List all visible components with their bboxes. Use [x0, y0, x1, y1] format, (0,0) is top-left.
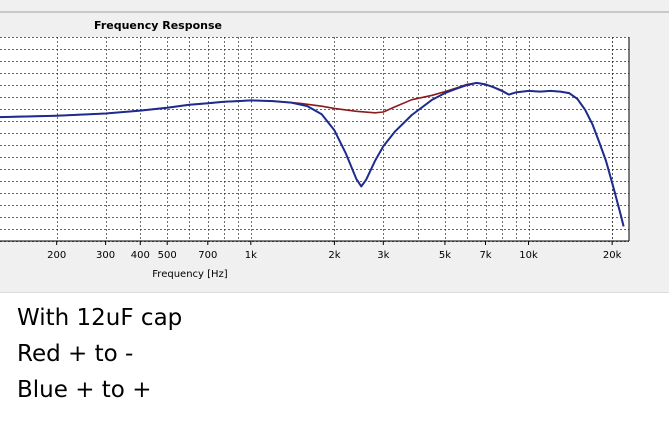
x-axis-label: Frequency [Hz] [152, 269, 228, 280]
x-tick-label: 200 [47, 250, 66, 261]
plot-area [0, 37, 629, 241]
x-tick-label: 2k [328, 250, 340, 261]
caption-line-2: Red + to - [17, 341, 134, 367]
graph-window: Frequency Response 200 300 400 500 700 1k 2k 3k… [0, 0, 669, 293]
caption-line-1: With 12uF cap [17, 305, 183, 331]
x-tick-label: 1k [245, 250, 257, 261]
x-tick-label: 5k [439, 250, 451, 261]
series-lines [0, 81, 625, 227]
x-tick-label: 700 [198, 250, 217, 261]
x-tick-label: 300 [96, 250, 115, 261]
x-tick-label: 3k [377, 250, 389, 261]
x-tick-labels: 200 300 400 500 700 1k 2k 3k 5k 7k 10k 20k [47, 241, 622, 261]
caption-line-3: Blue + to + [17, 377, 152, 403]
x-tick-label: 7k [479, 250, 491, 261]
caption-text: With 12uF cap Red + to - Blue + to + [17, 300, 182, 408]
x-tick-label: 20k [603, 250, 622, 261]
frequency-response-chart: Frequency Response 200 300 400 500 700 1k 2k 3k… [0, 11, 669, 280]
x-tick-label: 400 [131, 250, 150, 261]
x-tick-label: 500 [158, 250, 177, 261]
series-line-2 [0, 81, 625, 227]
chart-title: Frequency Response [94, 19, 222, 32]
x-tick-label: 10k [519, 250, 538, 261]
